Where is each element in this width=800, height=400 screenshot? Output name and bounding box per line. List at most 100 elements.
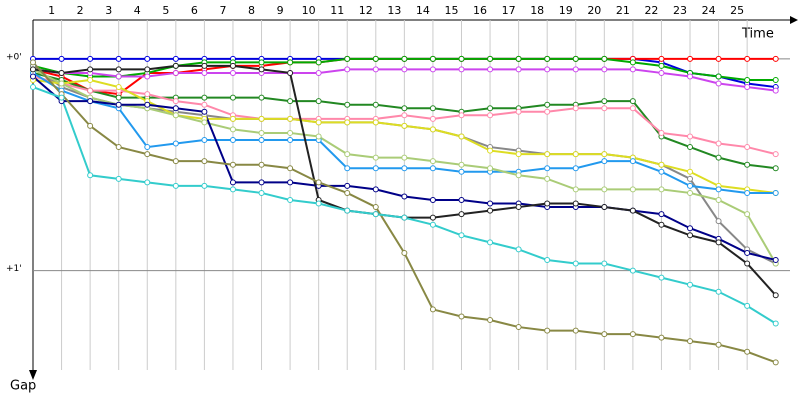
point [372,55,379,62]
point [544,165,551,172]
point [572,105,579,112]
point [429,306,436,313]
point [715,341,722,348]
point [601,331,608,338]
point [315,179,322,186]
point [515,172,522,179]
point [401,122,408,129]
point [715,80,722,87]
point [401,112,408,119]
point [572,260,579,267]
point [629,267,636,274]
x-tick-label: 18 [530,4,544,17]
point [487,239,494,246]
point [601,204,608,211]
point [201,158,208,165]
point [658,186,665,193]
point [629,207,636,214]
point [544,257,551,263]
point [229,94,236,101]
x-tick-label: 17 [502,4,516,17]
point [429,105,436,112]
point [144,151,151,158]
x-tick-label: 19 [559,4,573,17]
point [458,168,465,175]
point [744,161,751,168]
x-tick-label: 8 [248,4,255,17]
point [515,151,522,158]
point [572,327,579,334]
point [487,207,494,214]
x-tick-label: 13 [387,4,401,17]
point [429,115,436,122]
point [515,108,522,115]
point [287,129,294,136]
point [658,168,665,175]
point [372,186,379,193]
point [458,232,465,239]
point [687,189,694,196]
point [715,186,722,193]
point [744,211,751,218]
point [87,66,94,73]
point [144,55,151,62]
point [201,94,208,101]
point [458,55,465,62]
point [629,158,636,165]
point [258,115,265,122]
point [487,105,494,112]
point [401,165,408,172]
x-tick-label: 23 [673,4,687,17]
point [229,179,236,186]
point [172,112,179,119]
point [544,175,551,182]
point [687,144,694,151]
point [515,246,522,253]
point [658,221,665,228]
point [772,55,779,62]
point [772,151,779,158]
point [172,55,179,62]
point [287,98,294,105]
point [687,175,694,182]
point [544,101,551,108]
point [687,225,694,232]
point [144,66,151,73]
point [87,77,94,83]
point [87,98,94,105]
point [601,186,608,193]
point [629,59,636,66]
x-tick-label: 24 [702,4,716,17]
point [401,55,408,62]
point [601,158,608,165]
point [401,105,408,112]
y-axis-label: Gap [10,379,36,394]
point [458,133,465,140]
point [715,239,722,246]
point [315,119,322,126]
point [744,249,751,256]
point [229,137,236,143]
point [629,98,636,105]
point [315,69,322,76]
point [344,189,351,196]
point [601,98,608,105]
point [344,151,351,158]
x-tick-label: 5 [162,4,169,17]
point [429,158,436,165]
point [544,55,551,62]
point [344,101,351,108]
x-tick-label: 10 [302,4,316,17]
point [201,137,208,143]
point [658,161,665,168]
point [201,119,208,126]
point [258,179,265,186]
point [372,101,379,108]
point [315,133,322,140]
point [144,91,151,98]
point [572,151,579,158]
point [744,302,751,309]
point [429,126,436,133]
point [458,161,465,168]
